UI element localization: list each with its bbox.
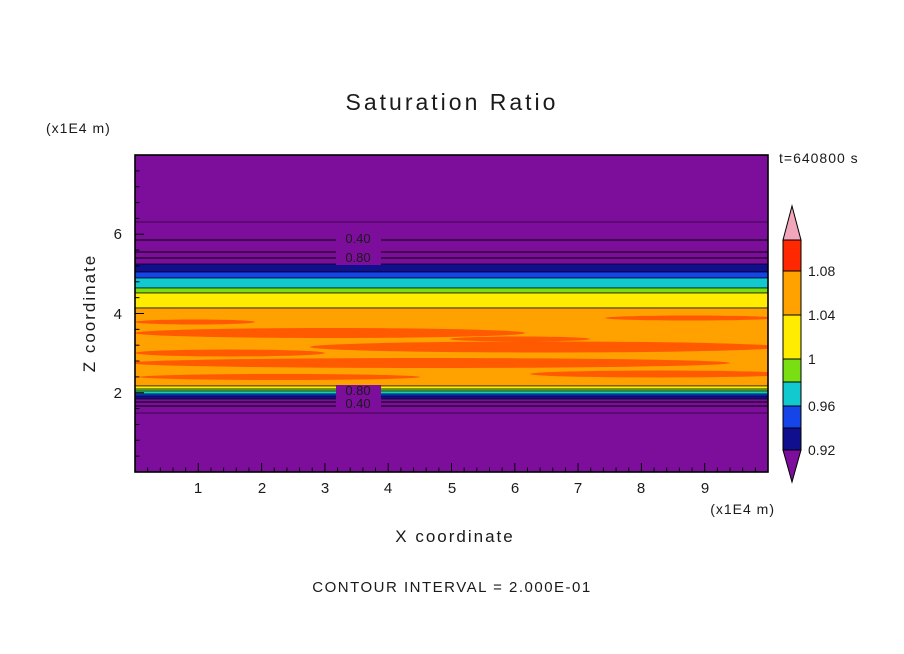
band-yellow-top xyxy=(135,292,768,309)
x-axis-unit-label: (x1E4 m) xyxy=(710,501,775,517)
y-tick-label-2: 2 xyxy=(114,385,122,402)
x-tick-label-4: 4 xyxy=(384,480,392,497)
contour-labels: 0.40 0.80 0.80 0.40 xyxy=(336,231,381,411)
streak xyxy=(450,336,590,342)
y-tick-label-4: 4 xyxy=(114,306,122,323)
streak xyxy=(530,370,768,378)
x-tick-label-6: 6 xyxy=(511,480,519,497)
contour-label-040-bottom: 0.40 xyxy=(345,396,370,411)
x-tick-label-7: 7 xyxy=(574,480,582,497)
colorbar-band-blue xyxy=(782,405,802,429)
colorbar-label-096: 0.96 xyxy=(808,398,835,414)
z-axis-title: Z coordinate xyxy=(80,254,99,373)
contour-label-080-bottom: 0.80 xyxy=(345,383,370,398)
line-contours xyxy=(135,221,768,414)
colorbar-band-navy xyxy=(782,427,802,451)
colorbar: 1.08 1.04 1 0.96 0.92 xyxy=(782,204,835,484)
colorbar-band-yellow xyxy=(782,314,802,360)
y-tick-labels: 6 4 2 xyxy=(114,226,122,402)
x-tick-label-1: 1 xyxy=(194,480,202,497)
y-tick-label-6: 6 xyxy=(114,226,122,243)
colorbar-band-green xyxy=(782,358,802,383)
streak xyxy=(135,358,730,368)
band-cyan-bottom xyxy=(135,390,768,395)
x-tick-label-2: 2 xyxy=(258,480,266,497)
colorbar-band-orange xyxy=(782,270,802,316)
x-axis-ticks xyxy=(147,463,756,472)
band-yellow-bottom xyxy=(135,385,768,390)
y-axis-ticks xyxy=(135,170,144,457)
x-tick-label-5: 5 xyxy=(448,480,456,497)
colorbar-label-100: 1 xyxy=(808,351,816,367)
contour-label-bg xyxy=(336,385,381,398)
band-blue-top xyxy=(135,271,768,279)
streak xyxy=(135,349,325,357)
streak xyxy=(140,374,420,380)
colorbar-label-108: 1.08 xyxy=(808,263,835,279)
x-tick-label-3: 3 xyxy=(321,480,329,497)
colorbar-arrow-top xyxy=(782,204,802,241)
contour-label-bg xyxy=(336,398,381,411)
chart-title: Saturation Ratio xyxy=(346,89,559,115)
x-axis-title: X coordinate xyxy=(395,527,514,546)
band-navy-top xyxy=(135,263,768,273)
colorbar-arrow-bottom xyxy=(782,449,802,484)
streak xyxy=(135,319,255,325)
z-axis-unit-label: (x1E4 m) xyxy=(46,120,111,136)
contour-label-bg xyxy=(336,251,381,265)
plot-area: 0.40 0.80 0.80 0.40 xyxy=(134,154,769,473)
colorbar-label-092: 0.92 xyxy=(808,442,835,458)
streak xyxy=(135,328,525,338)
band-cyan-top xyxy=(135,277,768,289)
x-tick-label-8: 8 xyxy=(637,480,645,497)
contour-label-bg xyxy=(336,232,381,246)
streak xyxy=(310,341,768,353)
contour-interval-note: CONTOUR INTERVAL = 2.000E-01 xyxy=(312,579,591,596)
streak xyxy=(605,315,768,321)
x-tick-label-9: 9 xyxy=(701,480,709,497)
band-navy-bottom xyxy=(135,395,768,400)
colorbar-band-cyan xyxy=(782,381,802,407)
time-annotation: t=640800 s xyxy=(779,150,859,166)
band-green-top xyxy=(135,287,768,294)
high-saturation-streaks xyxy=(135,315,768,380)
colorbar-band-red xyxy=(782,239,802,272)
contour-label-080-top: 0.80 xyxy=(345,250,370,265)
contour-label-040-top: 0.40 xyxy=(345,231,370,246)
x-tick-labels: 1 2 3 4 5 6 7 8 9 xyxy=(194,480,709,497)
colorbar-label-104: 1.04 xyxy=(808,307,835,323)
